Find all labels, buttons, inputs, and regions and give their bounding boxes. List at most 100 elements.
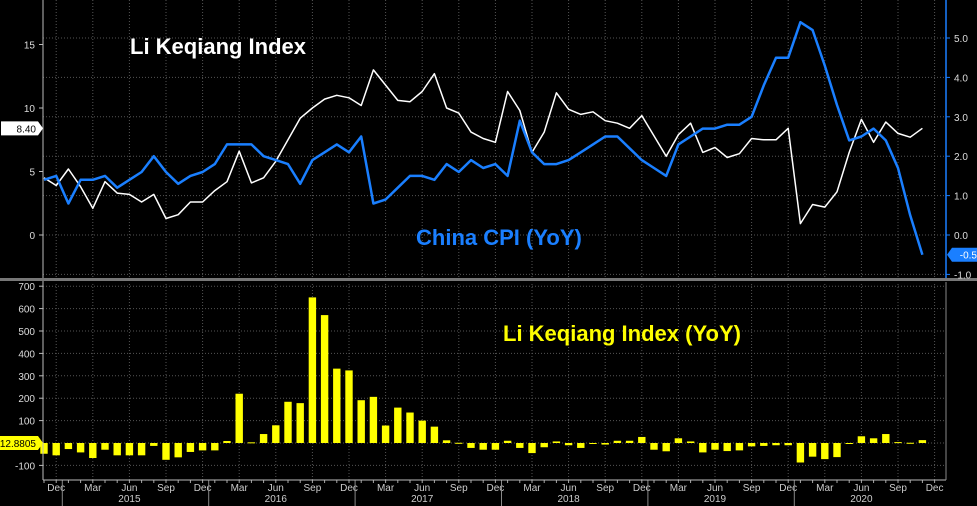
annotation-li-keqiang: Li Keqiang Index xyxy=(130,34,307,59)
bar xyxy=(125,443,134,456)
bar xyxy=(906,442,914,444)
bar xyxy=(833,443,841,458)
bar xyxy=(467,443,475,448)
bar xyxy=(137,443,146,456)
bar xyxy=(516,443,524,448)
bar xyxy=(760,443,768,446)
x-tick-label: Dec xyxy=(926,483,944,494)
bar xyxy=(894,442,902,444)
bar xyxy=(284,401,292,443)
bar xyxy=(882,434,890,443)
x-tick-label: Sep xyxy=(304,483,322,494)
y-tick-label: -100 xyxy=(15,461,35,472)
bar xyxy=(674,438,683,443)
bar xyxy=(211,443,219,451)
right-tick-label: 5.0 xyxy=(954,34,968,45)
x-tick-label: Sep xyxy=(157,483,175,494)
line-series xyxy=(43,20,924,256)
bar xyxy=(772,443,780,446)
last-value-tag-left-text: 8.40 xyxy=(17,124,37,135)
y-tick-label: 0 xyxy=(29,231,35,242)
bar xyxy=(40,443,48,454)
x-tick-label: Dec xyxy=(487,483,505,494)
bar xyxy=(296,403,304,443)
right-tick-label: 3.0 xyxy=(954,113,968,124)
bar xyxy=(52,443,60,456)
bar xyxy=(528,443,536,454)
gridlines xyxy=(43,0,946,480)
x-tick-label: Dec xyxy=(340,483,358,494)
bar xyxy=(406,412,414,443)
bar xyxy=(625,440,634,443)
y-tick-label: 15 xyxy=(24,41,36,52)
bar xyxy=(577,443,585,448)
x-tick-label: Mar xyxy=(231,483,249,494)
right-tick-label: -1.0 xyxy=(954,270,972,281)
x-tick-label: Dec xyxy=(47,483,65,494)
bar xyxy=(650,443,658,450)
y-tick-label: 500 xyxy=(18,327,35,338)
bar xyxy=(345,370,353,443)
bar xyxy=(64,443,73,450)
last-value-tag-right-shape xyxy=(947,247,977,262)
yoy-bars xyxy=(40,297,927,463)
bar xyxy=(235,393,243,443)
x-tick-label: Mar xyxy=(523,483,541,494)
bar xyxy=(589,443,597,444)
right-tick-label: 2.0 xyxy=(954,152,968,163)
last-value-tag-yoy-shape xyxy=(0,436,43,450)
bar xyxy=(186,443,195,452)
bar xyxy=(76,443,85,453)
bar xyxy=(821,443,829,460)
bar xyxy=(747,443,756,447)
panel-separator xyxy=(0,278,977,281)
bar xyxy=(418,420,426,443)
bar xyxy=(638,436,646,443)
bar xyxy=(259,434,268,443)
year-label: 2019 xyxy=(704,494,727,505)
li-keqiang-line xyxy=(43,69,923,225)
year-label: 2018 xyxy=(557,494,580,505)
bar xyxy=(479,443,487,450)
bar xyxy=(869,438,878,443)
bar xyxy=(711,443,719,450)
bar xyxy=(272,425,280,443)
y-tick-label: 100 xyxy=(18,417,35,428)
bar xyxy=(174,443,182,458)
bar xyxy=(223,440,231,443)
bar xyxy=(699,443,707,453)
x-tick-label: Mar xyxy=(670,483,688,494)
x-tick-label: Jun xyxy=(707,483,723,494)
bar xyxy=(113,443,121,456)
last-value-tag-right-text: -0.5 xyxy=(960,251,977,262)
y-tick-label: 700 xyxy=(18,282,35,293)
x-tick-label: Sep xyxy=(889,483,907,494)
bar xyxy=(784,443,792,446)
last-value-tag-left: 8.40 xyxy=(1,121,43,136)
y-tick-label: 5 xyxy=(29,168,35,179)
bar xyxy=(723,443,731,452)
x-tick-label: Jun xyxy=(268,483,284,494)
bar xyxy=(247,442,256,444)
year-label: 2020 xyxy=(850,494,873,505)
bar xyxy=(796,443,805,463)
bar xyxy=(613,440,622,443)
bar xyxy=(845,443,853,444)
bar xyxy=(369,396,378,443)
bar xyxy=(357,400,365,443)
last-value-tag-left-shape xyxy=(1,121,43,136)
y-tick-label: 10 xyxy=(24,104,36,115)
bar xyxy=(101,443,109,450)
bar xyxy=(333,368,341,443)
y-tick-label: 600 xyxy=(18,305,35,316)
bar xyxy=(503,440,512,443)
x-tick-label: Jun xyxy=(414,483,430,494)
year-label: 2017 xyxy=(411,494,434,505)
bar xyxy=(381,425,390,443)
bar xyxy=(442,440,451,443)
right-tick-label: 1.0 xyxy=(954,192,968,203)
x-tick-label: Jun xyxy=(853,483,869,494)
x-tick-label: Mar xyxy=(84,483,102,494)
bar xyxy=(918,440,927,443)
